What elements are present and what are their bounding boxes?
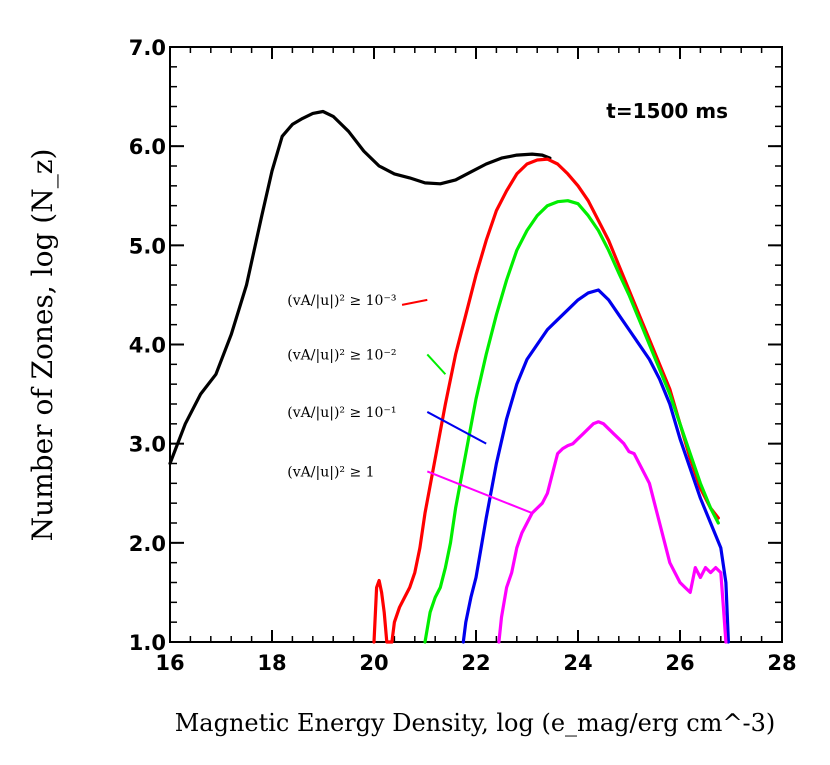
series-line-1 xyxy=(372,157,720,644)
annotation-label: (vA/|u|)² ≥ 10⁻¹ xyxy=(287,405,396,421)
x-axis-title: Magnetic Energy Density, log (e_mag/erg … xyxy=(175,709,776,737)
series-line-2 xyxy=(423,199,720,644)
annotation-label: (vA/|u|)² ≥ 10⁻³ xyxy=(287,293,396,309)
annotation-pointer xyxy=(401,298,428,306)
y-tick-labels: 1.0 2.0 3.0 4.0 5.0 6.0 7.0 xyxy=(129,36,166,655)
annotation-pointer xyxy=(426,353,447,375)
x-tick-labels: 16 18 20 22 24 26 28 xyxy=(155,651,796,675)
y-tick-label: 4.0 xyxy=(129,334,166,358)
x-tick-label: 28 xyxy=(767,651,796,675)
x-tick-label: 22 xyxy=(461,651,490,675)
time-label: t=1500 ms xyxy=(606,99,728,123)
y-tick-label: 3.0 xyxy=(129,433,166,457)
series-line-0 xyxy=(168,109,552,466)
x-tick-label: 16 xyxy=(155,651,184,675)
annotation-pointer xyxy=(426,411,487,445)
x-tick-label: 20 xyxy=(359,651,388,675)
y-axis-title: Number of Zones, log (N_z) xyxy=(26,149,59,542)
x-tick-label: 24 xyxy=(563,651,592,675)
y-tick-label: 6.0 xyxy=(129,135,166,159)
annotation-label: (vA/|u|)² ≥ 10⁻² xyxy=(287,347,396,363)
plot-frame xyxy=(169,46,783,643)
y-tick-label: 5.0 xyxy=(129,234,166,258)
series-line-3 xyxy=(461,288,731,644)
annotation-label: (vA/|u|)² ≥ 1 xyxy=(287,464,374,480)
y-tick-label: 7.0 xyxy=(129,36,166,60)
axis-ticks xyxy=(169,46,783,643)
y-tick-label: 1.0 xyxy=(129,631,166,655)
annotation-pointer xyxy=(426,470,533,515)
x-tick-label: 18 xyxy=(257,651,286,675)
x-tick-label: 26 xyxy=(665,651,694,675)
series-line-4 xyxy=(497,420,728,644)
series-annotations: (vA/|u|)² ≥ 10⁻³ (vA/|u|)² ≥ 10⁻² (vA/|u|)… xyxy=(287,293,533,515)
y-tick-label: 2.0 xyxy=(129,532,166,556)
series-lines xyxy=(168,109,731,644)
